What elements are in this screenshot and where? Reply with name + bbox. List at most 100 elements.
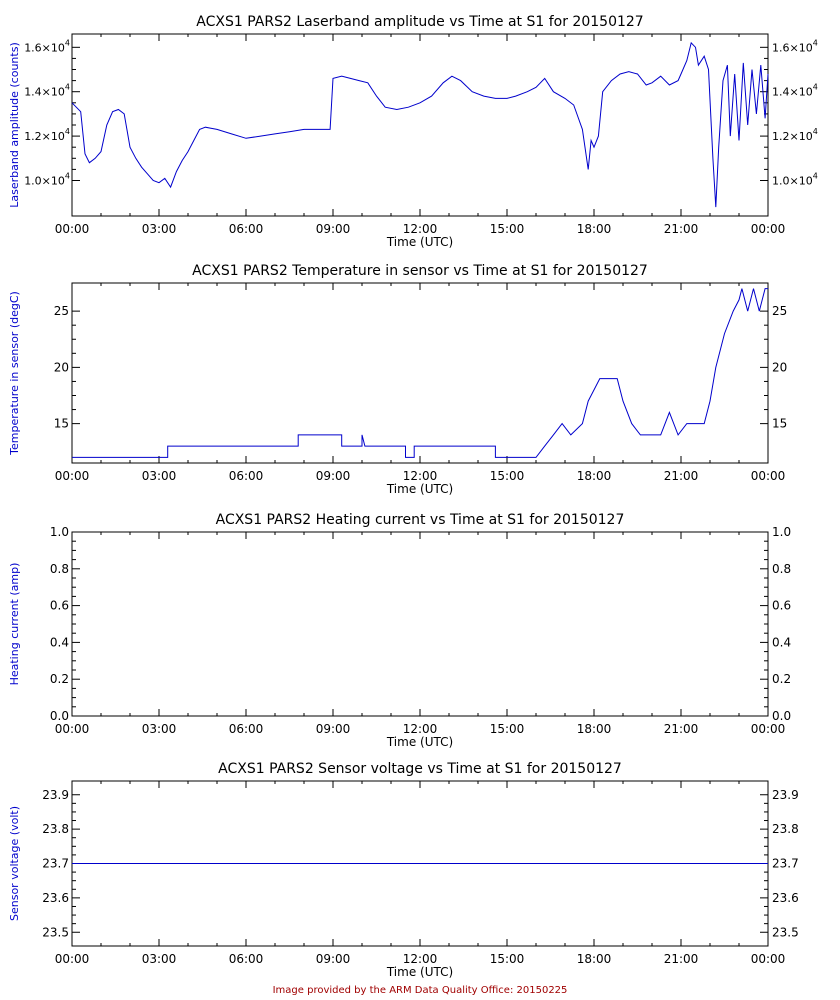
- x-tick-label: 09:00: [316, 722, 351, 736]
- y-tick-label-right: 25: [772, 304, 787, 318]
- chart-panel-1: ACXS1 PARS2 Laserband amplitude vs Time …: [8, 14, 818, 249]
- x-tick-label: 06:00: [229, 469, 264, 483]
- y-tick-label-left: 23.9: [42, 788, 69, 802]
- x-axis-label: Time (UTC): [386, 235, 453, 249]
- x-tick-label: 18:00: [577, 722, 612, 736]
- y-tick-label-left: 20: [54, 360, 69, 374]
- y-tick-label-left: 1.2×104: [24, 127, 70, 143]
- y-tick-label-right: 1.0: [772, 525, 791, 539]
- y-tick-label-right: 1.2×104: [772, 127, 818, 143]
- y-tick-label-right: 0.6: [772, 599, 791, 613]
- chart-title: ACXS1 PARS2 Heating current vs Time at S…: [216, 512, 625, 528]
- chart-title: ACXS1 PARS2 Sensor voltage vs Time at S1…: [218, 761, 622, 777]
- y-tick-label-left: 1.4×104: [24, 83, 70, 99]
- y-tick-exponent: 4: [813, 83, 818, 92]
- chart-title: ACXS1 PARS2 Temperature in sensor vs Tim…: [192, 263, 648, 279]
- x-tick-label: 00:00: [751, 952, 786, 966]
- y-tick-label-right: 23.7: [772, 857, 799, 871]
- y-tick-label-right: 20: [772, 360, 787, 374]
- plot-frame: [71, 282, 769, 464]
- y-tick-label-right: 1.4×104: [772, 83, 818, 99]
- y-tick-label-left: 25: [54, 304, 69, 318]
- x-tick-label: 00:00: [55, 722, 90, 736]
- x-tick-label: 06:00: [229, 722, 264, 736]
- x-axis-label: Time (UTC): [386, 482, 453, 496]
- y-tick-label-left: 0.0: [50, 709, 69, 723]
- y-axis-label: Heating current (amp): [8, 563, 21, 686]
- x-tick-label: 03:00: [142, 952, 177, 966]
- y-tick-exponent: 4: [65, 83, 70, 92]
- x-tick-label: 15:00: [490, 952, 525, 966]
- x-tick-label: 06:00: [229, 952, 264, 966]
- x-tick-label: 00:00: [55, 222, 90, 236]
- x-tick-label: 12:00: [403, 222, 438, 236]
- x-tick-label: 00:00: [751, 222, 786, 236]
- x-tick-label: 21:00: [664, 222, 699, 236]
- y-tick-label-right: 23.9: [772, 788, 799, 802]
- x-tick-label: 00:00: [751, 469, 786, 483]
- plot-frame: [71, 531, 769, 717]
- x-tick-label: 00:00: [751, 722, 786, 736]
- x-tick-label: 00:00: [55, 952, 90, 966]
- y-tick-label-left: 1.6×104: [24, 38, 70, 54]
- x-tick-label: 15:00: [490, 469, 525, 483]
- y-tick-label-right: 0.2: [772, 672, 791, 686]
- x-tick-label: 21:00: [664, 469, 699, 483]
- x-tick-label: 12:00: [403, 469, 438, 483]
- x-tick-label: 03:00: [142, 222, 177, 236]
- y-tick-label-right: 1.0×104: [772, 171, 818, 187]
- x-tick-label: 09:00: [316, 469, 351, 483]
- x-axis-label: Time (UTC): [386, 965, 453, 979]
- y-tick-exponent: 4: [813, 38, 818, 47]
- y-axis-label: Laserband amplitude (counts): [8, 42, 21, 208]
- x-tick-label: 15:00: [490, 222, 525, 236]
- y-tick-label-left: 0.8: [50, 562, 69, 576]
- x-tick-label: 09:00: [316, 952, 351, 966]
- y-tick-label-right: 23.8: [772, 822, 799, 836]
- y-tick-label-right: 15: [772, 417, 787, 431]
- y-axis-label: Temperature in sensor (degC): [8, 291, 21, 456]
- x-tick-label: 18:00: [577, 222, 612, 236]
- y-tick-label-left: 1.0: [50, 525, 69, 539]
- y-tick-exponent: 4: [65, 171, 70, 180]
- x-tick-label: 21:00: [664, 722, 699, 736]
- y-tick-exponent: 4: [813, 127, 818, 136]
- x-tick-label: 18:00: [577, 469, 612, 483]
- chart-title: ACXS1 PARS2 Laserband amplitude vs Time …: [196, 14, 643, 30]
- chart-panel-2: ACXS1 PARS2 Temperature in sensor vs Tim…: [8, 263, 787, 496]
- x-axis-label: Time (UTC): [386, 735, 453, 749]
- x-tick-label: 09:00: [316, 222, 351, 236]
- y-tick-exponent: 4: [813, 171, 818, 180]
- y-tick-label-left: 23.5: [42, 925, 69, 939]
- y-tick-label-right: 0.8: [772, 562, 791, 576]
- y-axis-label: Sensor voltage (volt): [8, 806, 21, 921]
- y-tick-label-right: 0.0: [772, 709, 791, 723]
- y-tick-label-right: 1.6×104: [772, 38, 818, 54]
- y-tick-label-right: 0.4: [772, 635, 791, 649]
- y-tick-label-left: 0.4: [50, 635, 69, 649]
- footer-credit: Image provided by the ARM Data Quality O…: [272, 985, 568, 996]
- x-tick-label: 03:00: [142, 469, 177, 483]
- y-tick-label-right: 23.5: [772, 925, 799, 939]
- x-tick-label: 18:00: [577, 952, 612, 966]
- y-tick-label-left: 1.0×104: [24, 171, 70, 187]
- data-series-line: [71, 41, 769, 208]
- y-tick-label-left: 0.2: [50, 672, 69, 686]
- y-tick-label-left: 0.6: [50, 599, 69, 613]
- x-tick-label: 12:00: [403, 952, 438, 966]
- data-series-line: [72, 288, 768, 458]
- x-tick-label: 12:00: [403, 722, 438, 736]
- y-tick-exponent: 4: [65, 38, 70, 47]
- x-tick-label: 06:00: [229, 222, 264, 236]
- x-tick-label: 00:00: [55, 469, 90, 483]
- plot-frame: [71, 33, 769, 217]
- y-tick-label-left: 23.8: [42, 822, 69, 836]
- y-tick-label-right: 23.6: [772, 891, 799, 905]
- x-tick-label: 03:00: [142, 722, 177, 736]
- x-tick-label: 15:00: [490, 722, 525, 736]
- y-tick-exponent: 4: [65, 127, 70, 136]
- chart-panel-4: ACXS1 PARS2 Sensor voltage vs Time at S1…: [8, 761, 799, 979]
- y-tick-label-left: 23.6: [42, 891, 69, 905]
- y-tick-label-left: 15: [54, 417, 69, 431]
